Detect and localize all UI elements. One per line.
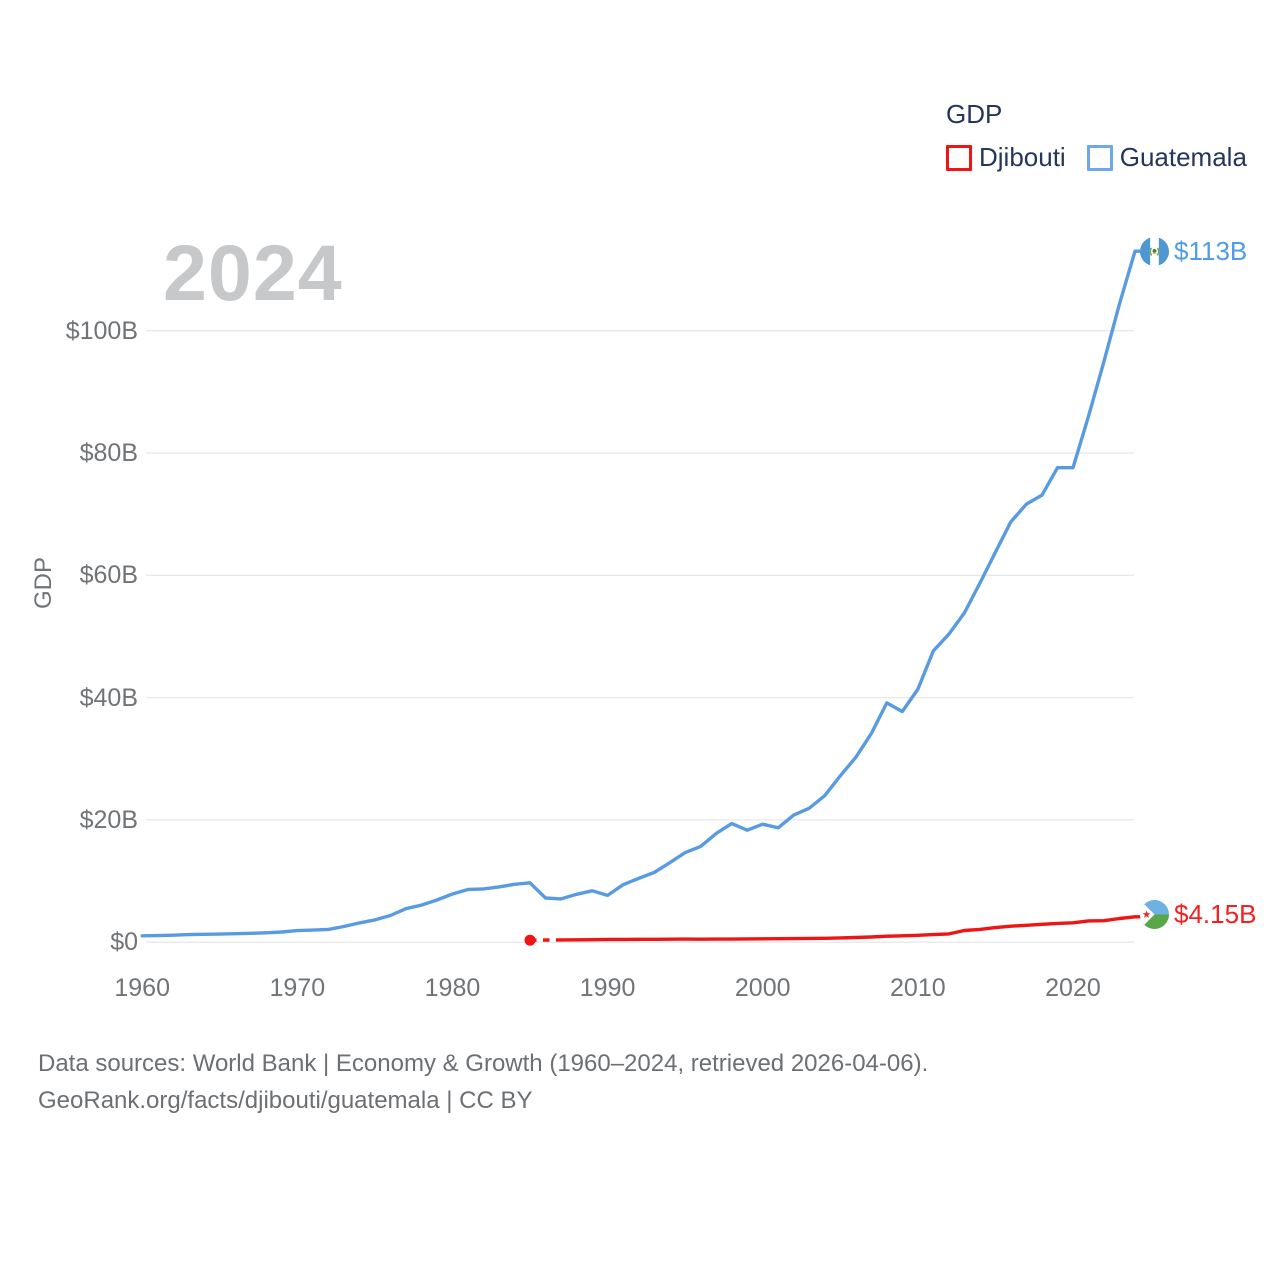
y-tick-label: $60B (79, 561, 138, 590)
guatemala-swatch-icon (1086, 144, 1113, 171)
legend-title: GDP (946, 99, 1003, 129)
guatemala-flag-icon (1140, 237, 1169, 266)
djibouti-swatch-icon (946, 144, 972, 171)
djibouti-flag-icon (1140, 900, 1169, 929)
watermark-year: 2024 (163, 228, 343, 317)
legend-label-djibouti: Djibouti (979, 142, 1066, 172)
y-tick-label: $20B (79, 805, 138, 834)
legend-label-guatemala: Guatemala (1119, 142, 1247, 172)
guatemala-line (140, 249, 1137, 938)
x-tick-label: 1990 (579, 974, 636, 1002)
y-tick-label: $40B (79, 683, 138, 712)
x-tick-label: 2020 (1045, 974, 1101, 1002)
x-tick-label: 1970 (269, 974, 326, 1002)
attribution-text: GeoRank.org/facts/djibouti/guatemala | C… (38, 1087, 533, 1114)
y-tick-label: $100B (65, 316, 138, 345)
guatemala-value-label: $113B (1174, 236, 1248, 266)
y-tick-label: $0 (110, 928, 138, 957)
djibouti-value-label: $4.15B (1174, 899, 1257, 929)
djibouti-line (559, 915, 1137, 942)
djibouti-point (524, 934, 536, 946)
chart-legend: GDP Djibouti Guatemala (946, 99, 1247, 173)
x-tick-label: 1960 (114, 974, 170, 1002)
footer: Data sources: World Bank | Economy & Gro… (38, 1045, 928, 1119)
y-tick-label: $80B (79, 439, 138, 467)
legend-items: Djibouti Guatemala (946, 142, 1247, 173)
x-tick-label: 2000 (734, 974, 791, 1002)
data-sources-text: Data sources: World Bank | Economy & Gro… (38, 1050, 929, 1077)
x-tick-label: 1980 (424, 974, 481, 1002)
x-tick-label: 2010 (890, 974, 946, 1002)
